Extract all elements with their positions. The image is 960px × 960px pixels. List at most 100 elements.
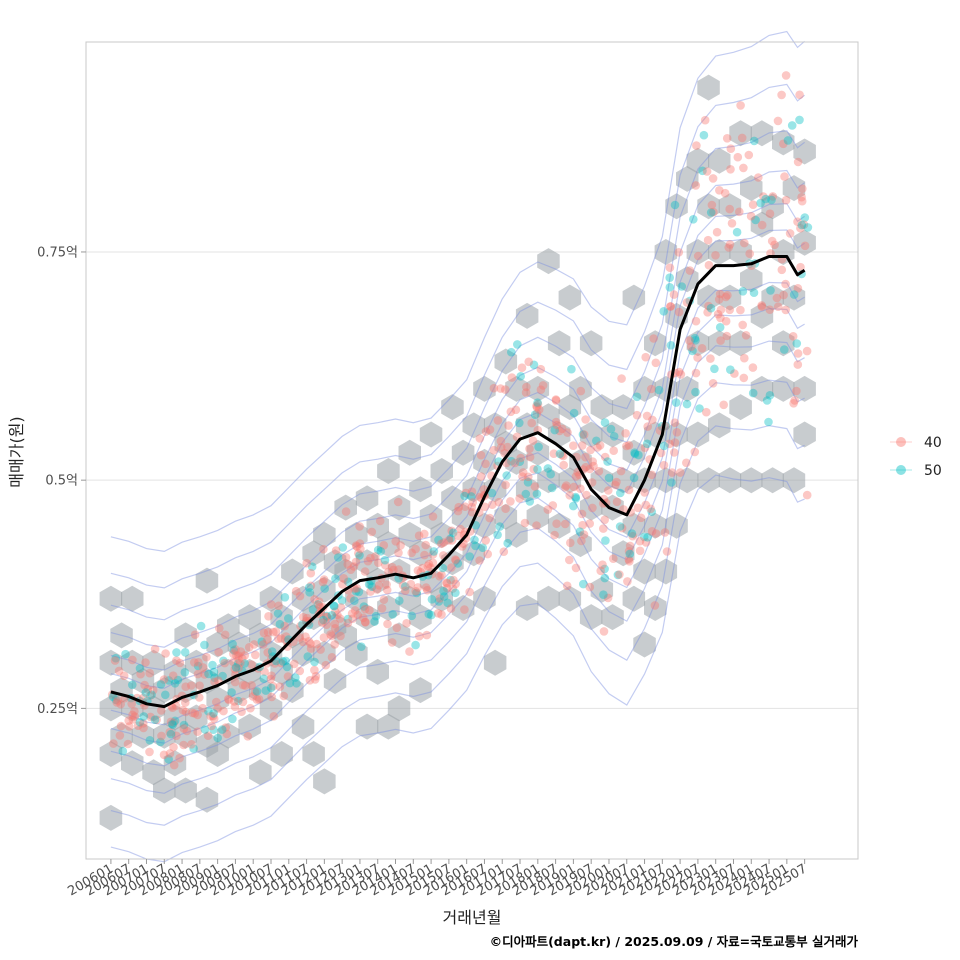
- point-50: [783, 136, 793, 145]
- point-40: [259, 628, 269, 638]
- point-40: [483, 549, 493, 559]
- point-40: [181, 707, 191, 717]
- point-40: [740, 353, 749, 363]
- hexbin-cell: [387, 695, 411, 722]
- point-50: [682, 399, 692, 409]
- density-contour: [110, 169, 805, 648]
- hexbin-cell: [153, 677, 176, 704]
- point-40: [415, 631, 424, 641]
- hexbin-cell: [313, 768, 336, 795]
- point-40: [702, 407, 711, 417]
- hexbin-cell: [611, 467, 635, 494]
- point-50: [495, 522, 505, 531]
- point-50: [448, 528, 458, 538]
- point-50: [800, 213, 810, 222]
- hexbin-cell: [355, 485, 379, 512]
- hexbin-cell: [644, 330, 667, 357]
- point-40: [609, 446, 618, 456]
- point-40: [281, 632, 291, 641]
- point-40: [119, 671, 129, 681]
- point-40: [231, 645, 240, 654]
- point-40: [291, 586, 301, 596]
- hexbin-cell: [345, 640, 368, 667]
- point-40: [716, 336, 725, 345]
- point-50: [460, 491, 469, 501]
- point-40: [521, 388, 531, 397]
- point-40: [800, 241, 810, 251]
- point-40: [229, 649, 238, 659]
- point-50: [257, 637, 267, 646]
- point-40: [413, 566, 423, 575]
- point-40: [582, 490, 591, 500]
- point-40: [322, 612, 332, 622]
- point-40: [518, 472, 527, 481]
- hexbin-cell: [366, 567, 389, 594]
- point-40: [411, 586, 421, 596]
- point-40: [420, 550, 429, 560]
- point-40: [557, 450, 566, 460]
- point-40: [725, 305, 734, 315]
- point-40: [646, 504, 655, 514]
- point-40: [692, 141, 701, 150]
- point-40: [396, 541, 405, 550]
- point-40: [651, 529, 661, 538]
- point-40: [781, 71, 791, 80]
- point-50: [699, 130, 709, 140]
- point-50: [280, 593, 290, 602]
- point-40: [274, 601, 283, 611]
- point-40: [551, 417, 561, 427]
- point-40: [660, 528, 670, 537]
- point-40: [360, 604, 370, 614]
- point-40: [128, 715, 138, 724]
- hexbin-cell: [622, 284, 646, 311]
- point-40: [723, 291, 732, 300]
- point-50: [189, 744, 198, 753]
- point-40: [341, 553, 351, 562]
- point-40: [219, 706, 228, 716]
- point-40: [447, 526, 457, 536]
- point-40: [779, 139, 788, 149]
- hexbin-cell: [430, 585, 453, 612]
- point-40: [623, 577, 632, 586]
- point-40: [467, 487, 477, 497]
- point-50: [515, 418, 524, 428]
- point-40: [797, 192, 806, 202]
- hexbin-cell: [708, 412, 731, 439]
- point-40: [736, 305, 745, 315]
- hexbin-cell: [740, 175, 763, 202]
- point-50: [521, 489, 531, 499]
- point-50: [613, 570, 623, 580]
- point-50: [252, 687, 262, 696]
- point-40: [525, 444, 534, 454]
- point-40: [116, 699, 125, 709]
- point-40: [243, 732, 253, 741]
- point-40: [599, 524, 608, 533]
- point-40: [190, 658, 199, 667]
- hexbin-cell: [377, 713, 400, 740]
- point-50: [170, 679, 180, 688]
- point-40: [702, 167, 712, 176]
- point-40: [672, 428, 682, 437]
- hexbin-cell: [377, 531, 400, 558]
- point-50: [200, 640, 209, 650]
- point-40: [343, 560, 353, 569]
- point-50: [164, 755, 173, 764]
- point-50: [434, 597, 444, 606]
- point-40: [496, 436, 506, 446]
- hexbin-cell: [334, 558, 357, 585]
- point-40: [166, 717, 176, 727]
- point-40: [647, 527, 657, 536]
- point-50: [219, 656, 228, 666]
- point-40: [295, 666, 305, 676]
- hexbin-cell: [451, 595, 475, 621]
- point-50: [234, 696, 243, 706]
- hexbin-cell: [772, 330, 795, 357]
- point-40: [581, 462, 590, 472]
- point-50: [307, 562, 317, 571]
- point-40: [360, 567, 370, 576]
- point-40: [179, 724, 189, 733]
- point-40: [263, 635, 272, 644]
- point-40: [379, 595, 389, 604]
- hexbin-cell: [441, 485, 464, 512]
